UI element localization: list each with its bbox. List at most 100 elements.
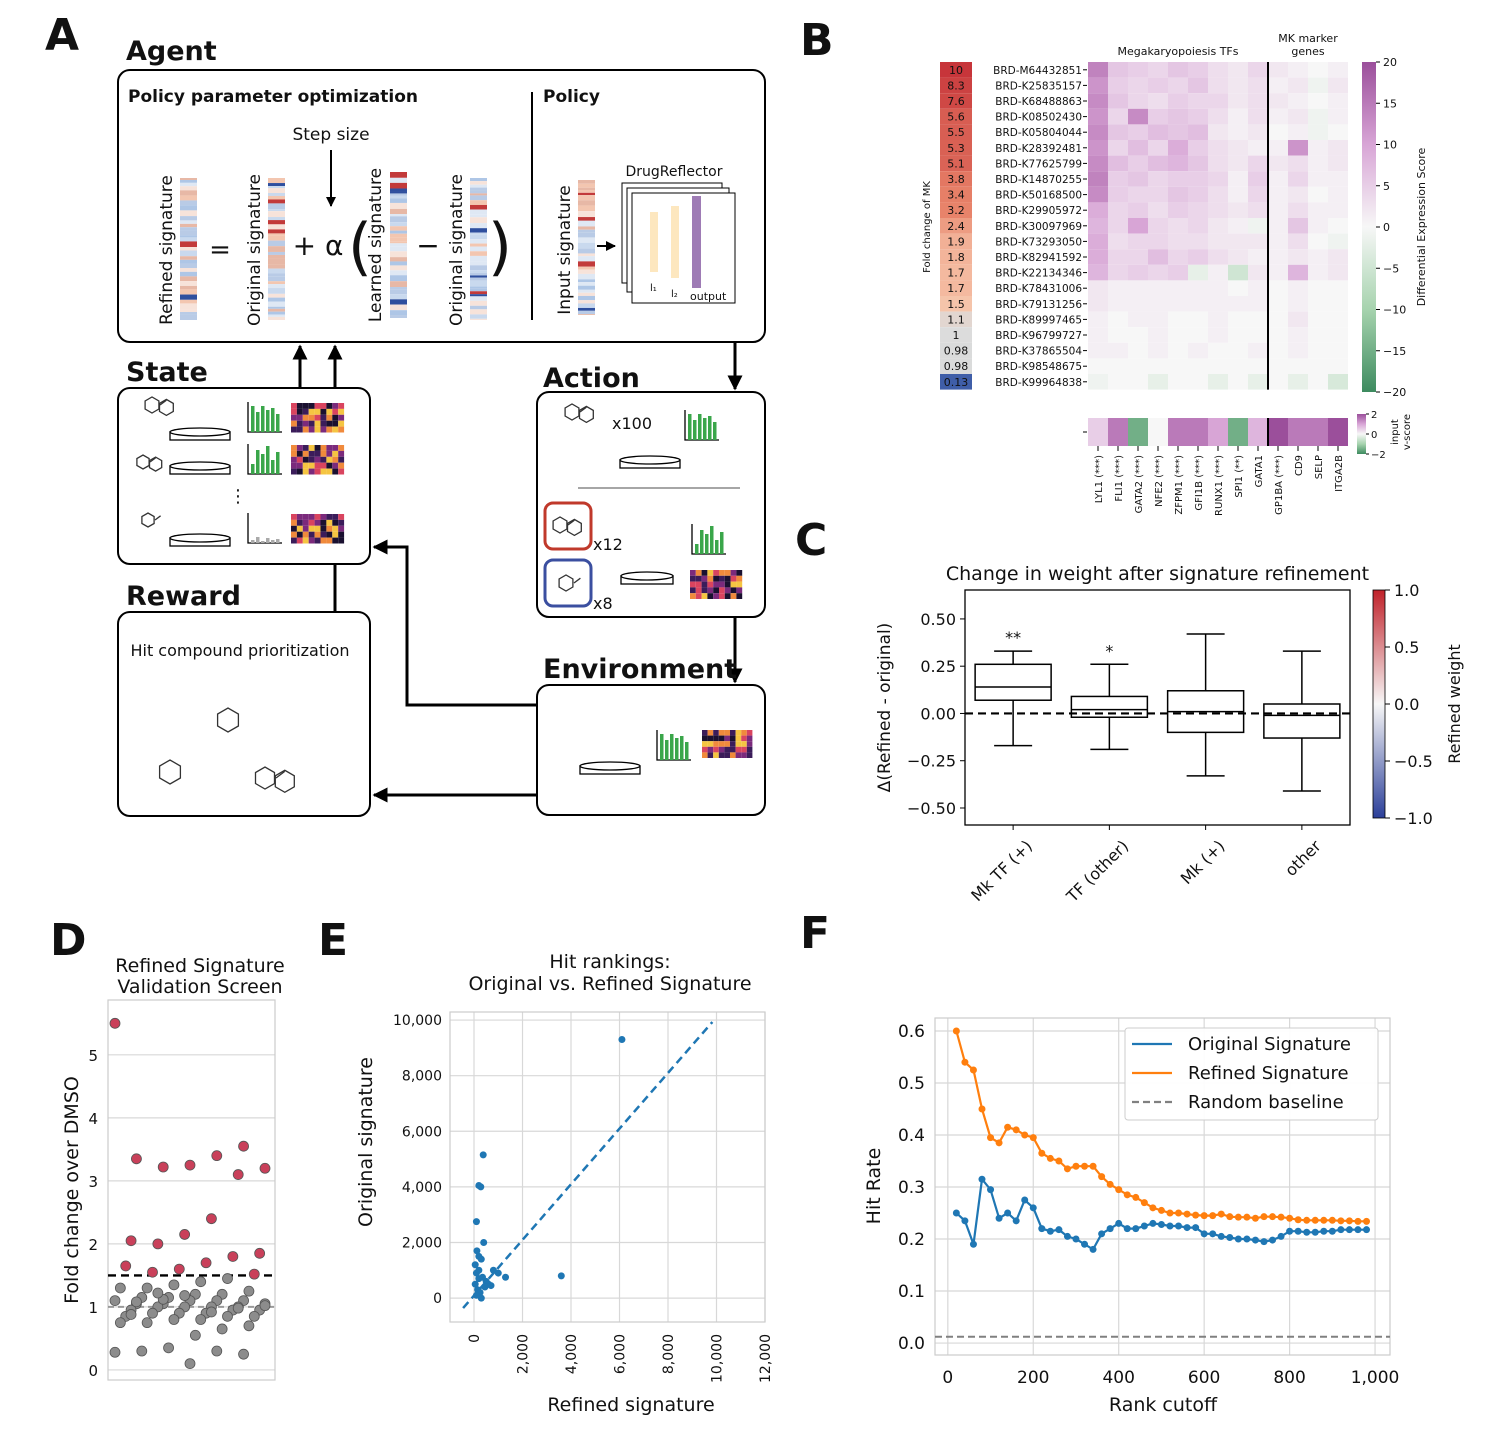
grid-icon-cell [724, 587, 731, 594]
x-tick-label: 0 [467, 1334, 483, 1343]
heatmap-cell [1248, 264, 1268, 281]
signature-stripe [390, 193, 407, 196]
signature-stripe [268, 246, 285, 252]
series-marker [1209, 1230, 1217, 1238]
signature-stripe [180, 195, 197, 201]
heatmap-cell [1288, 327, 1308, 343]
heatmap-cell [1188, 186, 1208, 203]
signature-stripe [470, 234, 487, 240]
y-tick-label: 3 [88, 1173, 98, 1191]
heatmap-cell [1128, 77, 1148, 94]
row-label: BRD-K96799727 [995, 330, 1082, 342]
series-marker [1217, 1232, 1225, 1240]
y-tick-label: 0.4 [898, 1126, 925, 1146]
y-tick-label: 8,000 [402, 1069, 442, 1085]
point [243, 1320, 255, 1332]
heatmap-cell [1168, 202, 1188, 218]
signature-label: Learned signature [366, 168, 386, 322]
series-marker [952, 1209, 960, 1217]
series-marker [952, 1027, 960, 1035]
heatmap-cell [1228, 374, 1248, 390]
fold-change-cell [940, 311, 972, 328]
heatmap-cell [1108, 358, 1128, 374]
point [125, 1235, 137, 1247]
series-marker [1175, 1222, 1183, 1230]
legend-label: Original Signature [1188, 1034, 1351, 1055]
agent-box [117, 69, 766, 343]
y-tick-label: 0.00 [920, 704, 956, 723]
grid-icon-cell [730, 752, 736, 758]
heatmap-cell [1288, 249, 1308, 265]
layer-bar [650, 212, 658, 272]
series-marker [1089, 1162, 1097, 1170]
molecule-bond [159, 399, 167, 406]
signature-stripe [578, 295, 595, 301]
signature-stripe [390, 237, 407, 242]
grid-icon-cell [719, 575, 725, 582]
heatmap-cell [1188, 171, 1208, 187]
grid-icon-cell [741, 735, 747, 742]
grid-icon-cell [702, 746, 708, 753]
y-tick-label: 10,000 [393, 1013, 442, 1029]
signature-stripe [390, 241, 407, 244]
signature-stripe [578, 195, 595, 201]
heatmap-cell [1128, 62, 1148, 78]
colorbar-tick-label: −20 [1383, 386, 1406, 399]
layer-label: l₂ [671, 289, 678, 300]
colorbar-tick-label: 5 [1383, 180, 1390, 193]
bar-icon [703, 418, 707, 440]
heatmap-cell [1108, 218, 1128, 234]
compound-frame [543, 558, 593, 608]
equation-symbol: = [209, 235, 231, 265]
grid-icon-cell [314, 456, 321, 463]
grid-icon-cell [724, 575, 731, 582]
grid-icon-cell [326, 456, 333, 463]
heatmap-cell [1248, 311, 1268, 328]
row-label: BRD-K77625799 [995, 158, 1082, 170]
row-label: BRD-K37865504 [995, 346, 1082, 358]
signature-stripe [578, 314, 595, 315]
grid-icon-cell [718, 746, 725, 753]
heatmap-cell [1148, 62, 1168, 78]
signature-stripe [390, 222, 407, 227]
series-marker [1157, 1206, 1165, 1214]
molecule-ring [274, 769, 295, 794]
heatmap-cell [1108, 77, 1128, 94]
grid-icon-cell [326, 445, 333, 451]
heatmap-cell [1108, 93, 1128, 109]
panel-label: A [45, 10, 79, 61]
significance: ** [1005, 628, 1021, 647]
heatmap-cell [1108, 62, 1128, 78]
grid-icon-cell [326, 420, 333, 427]
dish-top [169, 533, 231, 543]
heatmap-cell [1268, 327, 1288, 343]
y-tick-label: 6,000 [402, 1124, 442, 1140]
heatmap-cell [1288, 186, 1308, 203]
signature-stripe [578, 226, 595, 230]
heatmap-cell [1128, 233, 1148, 250]
heatmap-cell [1128, 280, 1148, 296]
signature-stripe [470, 228, 487, 233]
y-axis-label: Δ(Refined - original) [875, 623, 895, 793]
signature-stripe [390, 257, 407, 262]
point [152, 1238, 164, 1250]
grid-icon-cell [735, 752, 742, 758]
grid-icon-cell [338, 462, 345, 469]
bar-icon [256, 450, 260, 474]
heatmap-cell [1108, 171, 1128, 187]
grid-icon-cell [302, 537, 309, 544]
heatmap-cell [1228, 233, 1248, 250]
signature-stripe [470, 214, 487, 218]
signature-stripe [578, 310, 595, 315]
bar-icon [660, 734, 664, 760]
fold-change-cell [940, 218, 972, 234]
y-tick-label: 0.6 [898, 1022, 925, 1042]
signature-stripe [390, 198, 407, 203]
signature-stripe [268, 316, 285, 320]
signature-stripe [390, 310, 407, 316]
grid-icon-cell [326, 468, 333, 475]
bar-icon [665, 740, 669, 760]
series-marker [1354, 1226, 1362, 1234]
heatmap-cell [1108, 264, 1128, 281]
heatmap-cell [1188, 108, 1208, 125]
